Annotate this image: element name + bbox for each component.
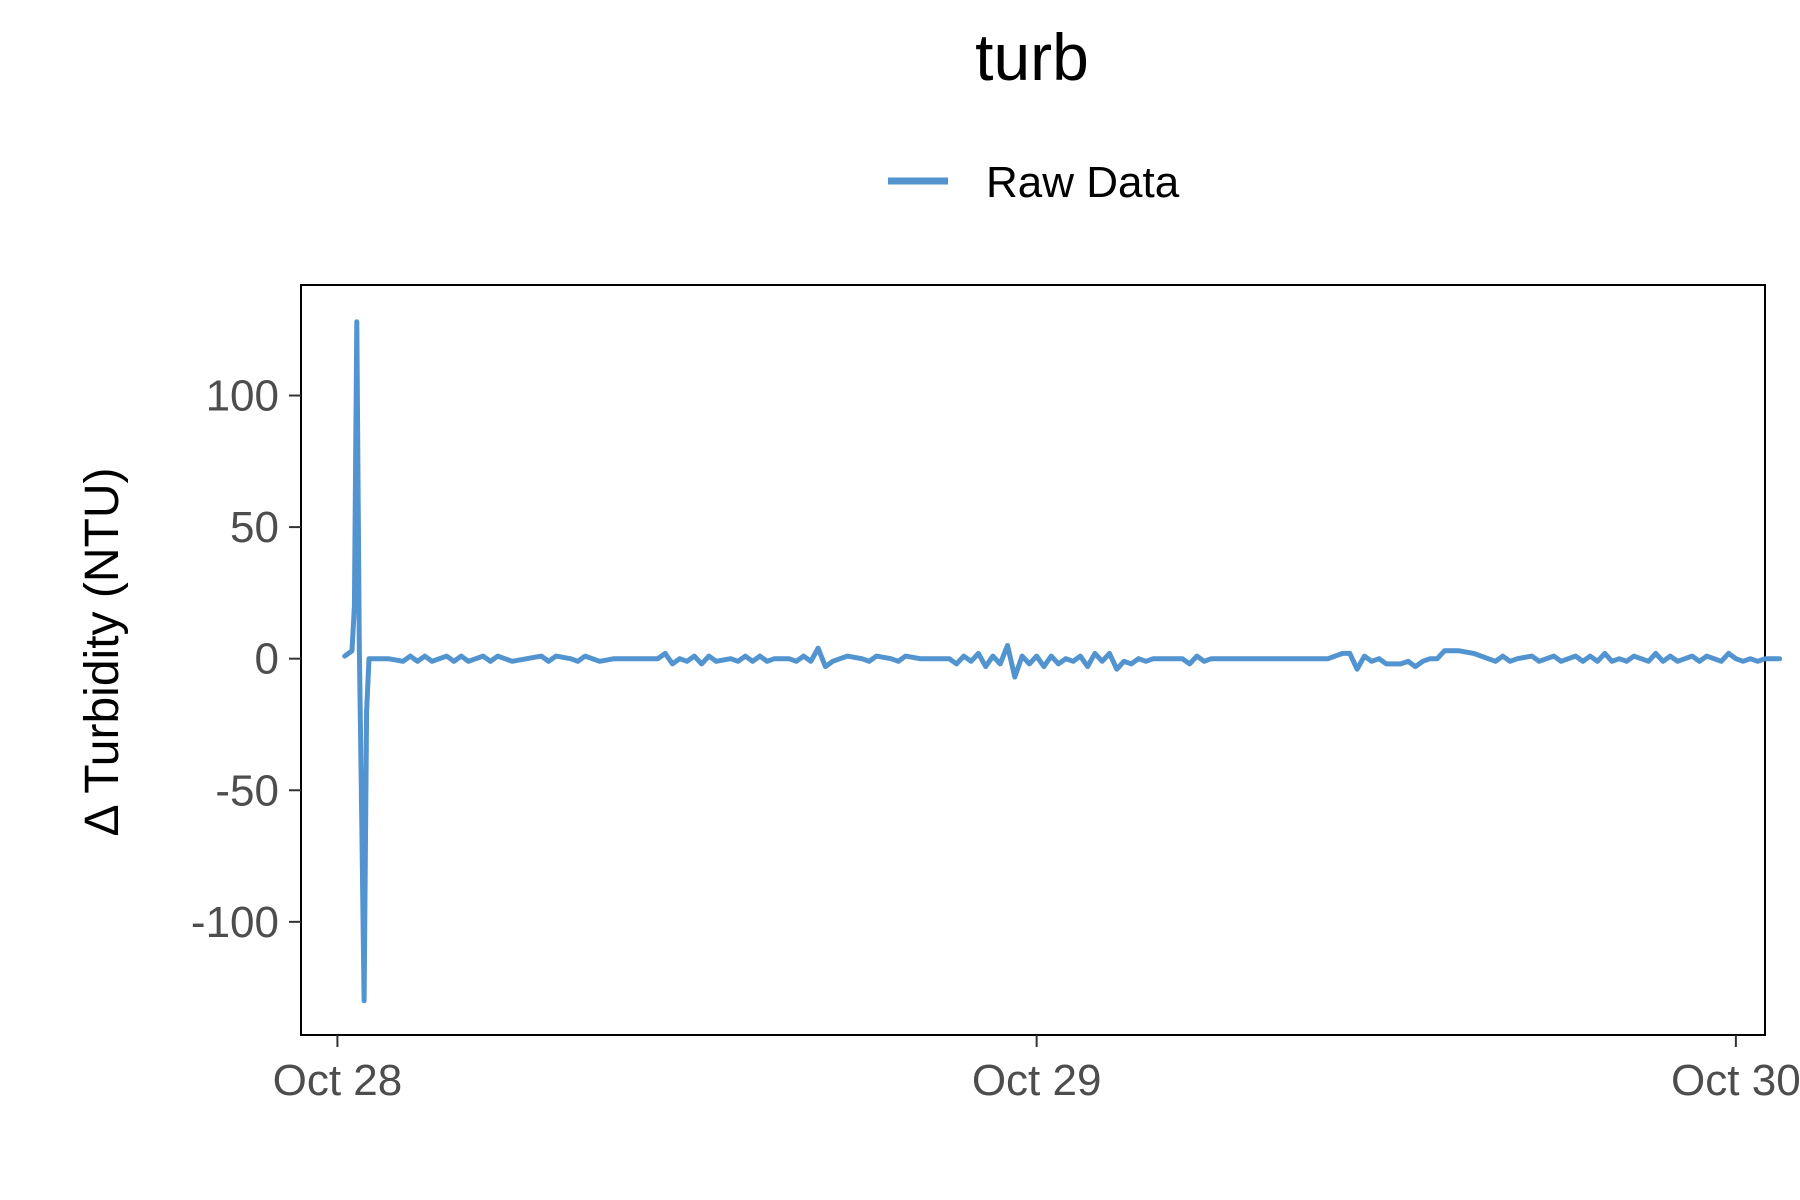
y-tick-label-2: 0 — [255, 635, 279, 684]
legend-label-raw-data: Raw Data — [986, 158, 1180, 207]
x-tick-label-0: Oct 28 — [273, 1056, 403, 1105]
y-tick-label-4: -100 — [191, 898, 279, 947]
x-axis: Oct 28 Oct 29 Oct 30 — [273, 1035, 1800, 1105]
y-tick-label-0: 100 — [206, 372, 279, 421]
series-layer — [342, 319, 1783, 1004]
legend: Raw Data — [888, 158, 1180, 207]
x-tick-label-1: Oct 29 — [972, 1056, 1102, 1105]
x-tick-label-2: Oct 30 — [1671, 1056, 1800, 1105]
y-axis: 100 50 0 -50 -100 — [191, 372, 301, 947]
y-tick-label-3: -50 — [215, 766, 279, 815]
y-tick-label-1: 50 — [230, 503, 279, 552]
y-axis-title: Δ Turbidity (NTU) — [76, 468, 129, 837]
series-line-raw-data — [342, 319, 1783, 1004]
chart-title: turb — [975, 20, 1089, 94]
